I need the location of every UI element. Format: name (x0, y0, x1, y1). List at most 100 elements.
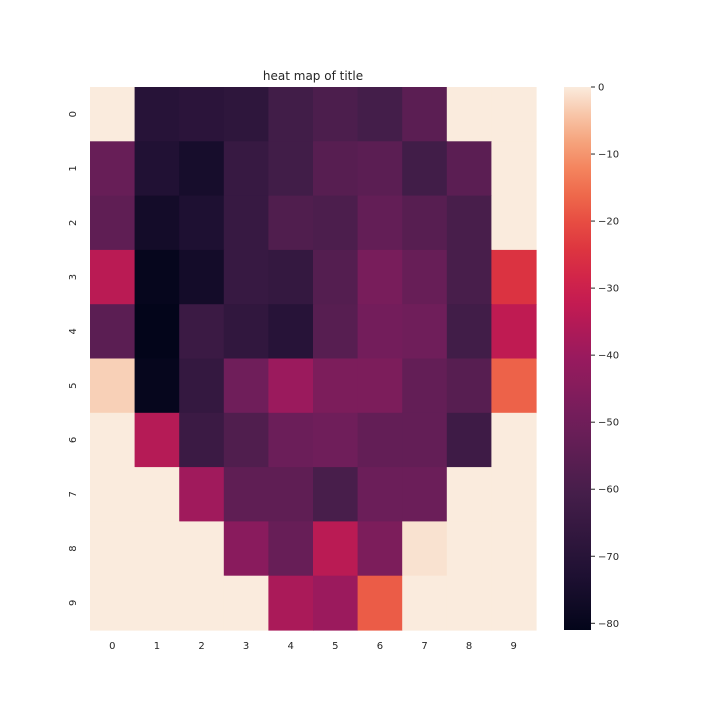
heatmap-cell-r4-c9 (491, 304, 537, 360)
heatmap-cell-r0-c7 (402, 87, 448, 142)
heatmap-cell-r2-c3 (223, 195, 269, 251)
y-tick-label: 0 (68, 111, 79, 117)
heatmap-cell-r3-c7 (402, 249, 448, 305)
heatmap-cell-r2-c0 (90, 195, 136, 251)
heatmap-cell-r1-c2 (179, 141, 225, 197)
heatmap-cell-r5-c2 (179, 358, 225, 414)
heatmap-cell-r5-c1 (134, 358, 180, 414)
heatmap-cell-r3-c0 (90, 249, 136, 305)
heatmap-cell-r7-c3 (223, 467, 269, 522)
heatmap-cell-r3-c3 (223, 249, 269, 305)
heatmap-cell-r8-c4 (268, 521, 314, 577)
heatmap-cell-r8-c8 (446, 521, 492, 577)
x-tick-label: 8 (466, 641, 472, 652)
heatmap-cell-r8-c1 (134, 521, 180, 577)
x-tick-label: 7 (421, 641, 427, 652)
y-tick-label: 9 (68, 600, 79, 606)
heatmap-cell-r0-c4 (268, 87, 314, 142)
heatmap-cell-r4-c5 (313, 304, 359, 360)
heatmap-cell-r9-c7 (402, 575, 448, 631)
heatmap-cell-r8-c9 (491, 521, 537, 577)
heatmap-cell-r3-c2 (179, 249, 225, 305)
heatmap-cell-r3-c4 (268, 249, 314, 305)
heatmap-cell-r7-c1 (134, 467, 180, 522)
heatmap-cell-r8-c5 (313, 521, 359, 577)
heatmap-cell-r7-c4 (268, 467, 314, 522)
colorbar-tick-label: −80 (598, 619, 619, 630)
heatmap-cell-r2-c1 (134, 195, 180, 251)
heatmap-cell-r6-c3 (223, 412, 269, 468)
heatmap-cell-r5-c0 (90, 358, 136, 414)
heatmap-cell-r3-c8 (446, 249, 492, 305)
heatmap-cell-r2-c6 (357, 195, 403, 251)
heatmap-cell-r1-c8 (446, 141, 492, 197)
heatmap-cell-r2-c7 (402, 195, 448, 251)
y-tick-label: 2 (68, 220, 79, 226)
heatmap-cell-r3-c1 (134, 249, 180, 305)
colorbar-ticks: 0 −10 −20 −30 −40 −50 −60 −70 −80 (591, 83, 619, 630)
heatmap-cell-r4-c4 (268, 304, 314, 360)
heatmap-cell-r9-c0 (90, 575, 136, 631)
y-tick-label: 4 (68, 328, 79, 334)
heatmap-cell-r6-c0 (90, 412, 136, 468)
heatmap-cell-r6-c9 (491, 412, 537, 468)
colorbar-tick-label: −70 (598, 552, 619, 563)
heatmap-cell-r1-c5 (313, 141, 359, 197)
heatmap-cell-r7-c6 (357, 467, 403, 522)
heatmap-cell-r7-c8 (446, 467, 492, 522)
y-tick-label: 1 (68, 165, 79, 171)
y-tick-label: 3 (68, 274, 79, 280)
y-tick-label: 6 (68, 437, 79, 443)
x-tick-label: 4 (288, 641, 294, 652)
heatmap-cell-r6-c5 (313, 412, 359, 468)
heatmap-cell-r7-c7 (402, 467, 448, 522)
heatmap-cell-r9-c5 (313, 575, 359, 631)
heatmap-cell-r2-c8 (446, 195, 492, 251)
heatmap-cell-r7-c5 (313, 467, 359, 522)
heatmap-cell-r1-c6 (357, 141, 403, 197)
heatmap-cell-r5-c8 (446, 358, 492, 414)
heatmap-cell-r7-c0 (90, 467, 136, 522)
heatmap-cell-r5-c9 (491, 358, 537, 414)
heatmap-cell-r4-c7 (402, 304, 448, 360)
heatmap-cell-r8-c3 (223, 521, 269, 577)
heatmap-cell-r9-c4 (268, 575, 314, 631)
heatmap-cells (90, 87, 537, 631)
heatmap-cell-r1-c7 (402, 141, 448, 197)
y-tick-label: 5 (68, 382, 79, 388)
heatmap-cell-r3-c9 (491, 249, 537, 305)
heatmap-cell-r0-c2 (179, 87, 225, 142)
x-axis: 0 1 2 3 4 5 6 7 8 9 (109, 641, 517, 652)
heatmap-cell-r6-c8 (446, 412, 492, 468)
colorbar-tick-label: −40 (598, 351, 619, 362)
heatmap-cell-r2-c4 (268, 195, 314, 251)
heatmap-cell-r0-c8 (446, 87, 492, 142)
heatmap-cell-r3-c5 (313, 249, 359, 305)
heatmap-cell-r0-c5 (313, 87, 359, 142)
heatmap-cell-r1-c3 (223, 141, 269, 197)
heatmap-cell-r6-c4 (268, 412, 314, 468)
heatmap-cell-r9-c1 (134, 575, 180, 631)
colorbar-tick-label: 0 (598, 83, 604, 94)
heatmap-cell-r2-c9 (491, 195, 537, 251)
heatmap-cell-r8-c2 (179, 521, 225, 577)
heatmap-cell-r0-c6 (357, 87, 403, 142)
y-tick-label: 7 (68, 491, 79, 497)
heatmap-cell-r2-c5 (313, 195, 359, 251)
heatmap-cell-r8-c0 (90, 521, 136, 577)
heatmap-cell-r4-c2 (179, 304, 225, 360)
heatmap-cell-r9-c2 (179, 575, 225, 631)
heatmap-cell-r6-c1 (134, 412, 180, 468)
heatmap-cell-r8-c7 (402, 521, 448, 577)
x-tick-label: 5 (332, 641, 338, 652)
heatmap-cell-r0-c3 (223, 87, 269, 142)
heatmap-cell-r4-c6 (357, 304, 403, 360)
heatmap-cell-r3-c6 (357, 249, 403, 305)
chart-title: heat map of title (263, 69, 363, 83)
x-tick-label: 0 (109, 641, 115, 652)
heatmap-cell-r1-c0 (90, 141, 136, 197)
y-axis: 0 1 2 3 4 5 6 7 8 9 (68, 111, 79, 606)
colorbar-tick-label: −20 (598, 217, 619, 228)
colorbar (564, 87, 591, 630)
heatmap-cell-r5-c3 (223, 358, 269, 414)
